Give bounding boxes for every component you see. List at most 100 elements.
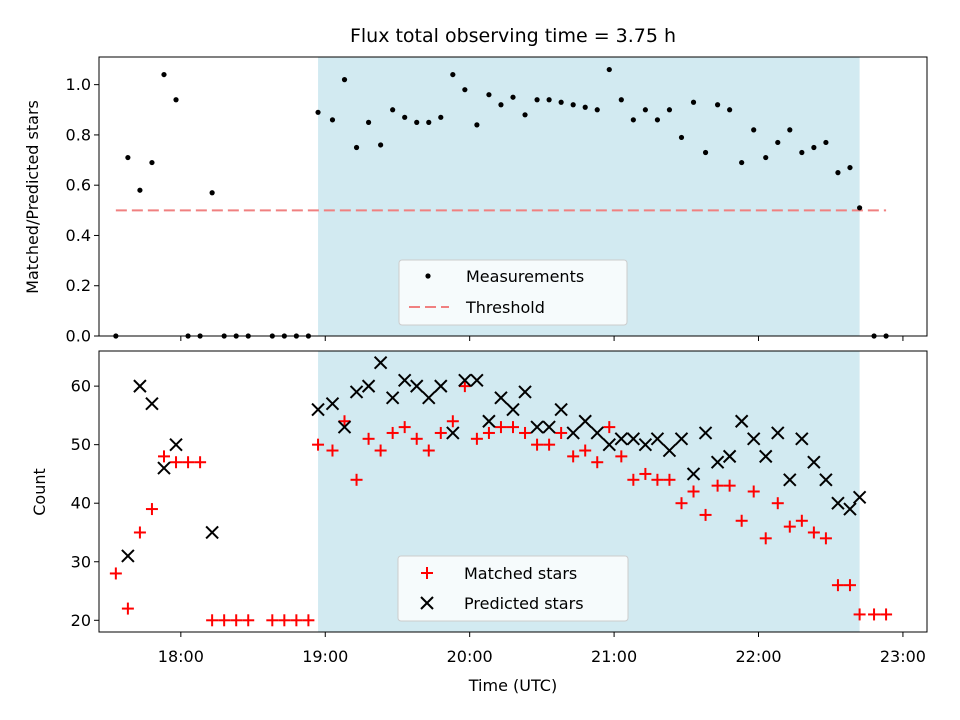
matched-star-point bbox=[519, 426, 532, 439]
predicted-star-point bbox=[759, 449, 773, 464]
measurement-point bbox=[161, 71, 167, 78]
matched-star-point bbox=[338, 415, 351, 428]
matched-star-point bbox=[853, 608, 866, 621]
predicted-star-point bbox=[494, 391, 508, 405]
predicted-star-point bbox=[361, 379, 376, 393]
matched-star-point bbox=[362, 432, 375, 445]
matched-star-point bbox=[312, 438, 325, 451]
predicted-star-point bbox=[566, 426, 580, 440]
measurement-point bbox=[426, 119, 432, 125]
matched-star-point bbox=[266, 614, 279, 627]
measurement-point bbox=[570, 102, 576, 108]
top-legend-box bbox=[398, 259, 628, 326]
measurement-point bbox=[522, 112, 528, 118]
bottom-axes-frame bbox=[98, 350, 928, 633]
top-y-tick-label: 0.6 bbox=[66, 176, 91, 195]
measurement-point bbox=[209, 190, 215, 196]
matched-star-point bbox=[627, 473, 640, 486]
measurement-point bbox=[498, 102, 504, 108]
measurement-point bbox=[727, 107, 733, 113]
bottom-y-ticks: 20 30 40 50 60 bbox=[71, 377, 99, 630]
bottom-y-tick-label: 30 bbox=[71, 552, 91, 571]
predicted-star-point bbox=[783, 473, 797, 487]
matched-star-point bbox=[482, 426, 495, 439]
measurement-point bbox=[690, 99, 697, 105]
matched-star-point bbox=[747, 485, 760, 498]
predicted-star-point bbox=[133, 379, 147, 393]
predicted-star-point bbox=[205, 525, 219, 540]
bottom-legend-box bbox=[397, 555, 629, 622]
predicted-star-point bbox=[852, 490, 867, 505]
top-y-tick-label: 0.0 bbox=[66, 327, 91, 346]
measurement-point bbox=[558, 99, 564, 105]
bottom-x-tick-label: 21:00 bbox=[591, 647, 637, 666]
matched-star-point bbox=[759, 532, 772, 545]
measurement-point bbox=[630, 117, 636, 123]
predicted-star-point bbox=[145, 396, 159, 411]
bottom-y-tick-label: 60 bbox=[71, 377, 91, 396]
matched-star-point bbox=[651, 473, 664, 486]
matched-star-point bbox=[615, 450, 628, 463]
measurement-point bbox=[173, 97, 179, 103]
measurement-point bbox=[714, 102, 721, 108]
predicted-star-point bbox=[819, 473, 833, 487]
matched-star-point bbox=[194, 456, 207, 469]
measurement-point bbox=[329, 117, 336, 123]
measurement-point bbox=[787, 127, 793, 133]
predicted-star-point bbox=[795, 432, 809, 446]
matched-star-point bbox=[723, 479, 736, 492]
matched-star-point bbox=[242, 614, 255, 627]
measurement-point bbox=[486, 92, 492, 98]
bottom-legend: Matched stars Predicted stars bbox=[397, 555, 629, 622]
matched-star-point bbox=[410, 432, 423, 445]
predicted-star-point bbox=[722, 449, 737, 464]
measurement-point bbox=[353, 144, 360, 151]
matched-stars-points bbox=[109, 380, 893, 627]
measurement-point bbox=[763, 154, 769, 161]
matched-star-point bbox=[868, 608, 881, 621]
measurement-point bbox=[739, 159, 745, 166]
top-panel: Flux total observing time = 3.75 h 0.00.… bbox=[23, 25, 928, 346]
matched-star-point bbox=[290, 614, 303, 627]
bottom-x-tick-label: 23:00 bbox=[880, 647, 926, 666]
matched-star-point bbox=[206, 614, 219, 627]
measurement-point bbox=[582, 104, 588, 110]
matched-star-point bbox=[675, 497, 688, 510]
predicted-star-point bbox=[807, 455, 821, 469]
measurement-point bbox=[775, 139, 781, 146]
bottom-y-tick-label: 40 bbox=[71, 494, 91, 513]
matched-star-point bbox=[699, 508, 712, 521]
predicted-star-point bbox=[157, 461, 171, 475]
matched-star-point bbox=[446, 415, 459, 428]
predicted-star-point bbox=[831, 496, 845, 510]
predicted-star-point bbox=[518, 385, 532, 399]
matched-star-point bbox=[422, 444, 435, 457]
matched-star-point bbox=[133, 526, 146, 539]
predicted-star-point bbox=[482, 414, 496, 428]
predicted-star-point bbox=[698, 426, 713, 440]
matched-star-point bbox=[170, 456, 183, 469]
top-y-tick-label: 0.4 bbox=[66, 226, 91, 245]
predicted-star-point bbox=[410, 379, 424, 393]
x-axis-label: Time (UTC) bbox=[468, 676, 557, 695]
measurement-point bbox=[702, 149, 709, 156]
top-legend: Measurements Threshold bbox=[398, 259, 628, 326]
matched-star-point bbox=[543, 438, 556, 451]
matched-star-point bbox=[398, 421, 411, 434]
measurement-point bbox=[799, 149, 805, 156]
predicted-star-point bbox=[458, 373, 472, 387]
matched-star-point bbox=[663, 473, 676, 486]
predicted-star-point bbox=[590, 426, 604, 440]
predicted-star-point bbox=[397, 373, 412, 387]
predicted-star-point bbox=[578, 414, 592, 428]
predicted-star-point bbox=[311, 402, 325, 417]
matched-star-point bbox=[567, 450, 580, 463]
measurement-point bbox=[594, 107, 600, 113]
predicted-star-point bbox=[121, 549, 135, 563]
measurement-point bbox=[642, 107, 648, 113]
top-y-tick-label: 1.0 bbox=[66, 75, 91, 94]
matched-star-point bbox=[434, 426, 447, 439]
matched-star-point bbox=[374, 444, 387, 457]
predicted-star-point bbox=[325, 396, 340, 411]
predicted-star-point bbox=[710, 455, 725, 469]
